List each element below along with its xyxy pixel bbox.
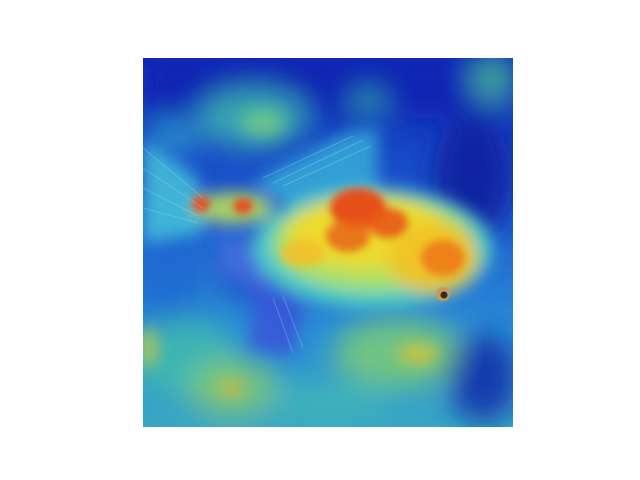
fin-rays [143,135,372,354]
background-warm-spots [143,109,438,397]
heatmap-image [143,58,513,427]
fish-eye-icon [436,287,450,301]
heatmap-hot-spots [192,188,465,276]
goldfish-icon [143,128,493,358]
goldfish-heatmap-svg [143,58,513,427]
